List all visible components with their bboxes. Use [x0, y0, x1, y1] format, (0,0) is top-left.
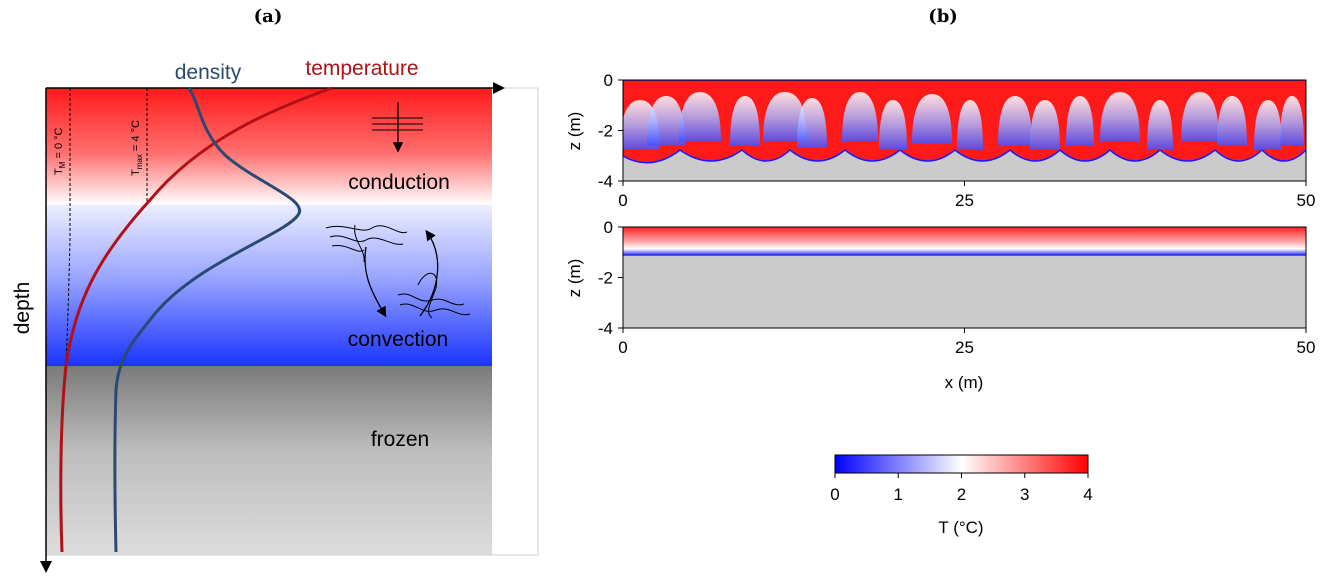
convection-label: convection	[348, 328, 448, 351]
bottom-xtick-label: 50	[1297, 338, 1316, 357]
temperature-label: temperature	[305, 57, 418, 80]
top-ylabel: z (m)	[565, 112, 584, 151]
colorbar: 0 1 2 3 4 T (°C)	[830, 454, 1093, 537]
top-xtick-label: 25	[955, 191, 974, 210]
bottom-xlabel: x (m)	[945, 373, 984, 392]
tm-label: TM = 0 °C	[53, 127, 67, 175]
bottom-ytick-label: -4	[598, 319, 613, 338]
convection-zone	[46, 205, 492, 366]
panel-a-label: (a)	[254, 6, 283, 27]
colorbar-tick-label: 3	[1020, 485, 1029, 504]
colorbar-tick-label: 4	[1083, 485, 1092, 504]
bottom-xtick-label: 25	[955, 338, 974, 357]
top-ytick-label: -2	[598, 122, 613, 141]
conduction-label: conduction	[348, 171, 450, 194]
colorbar-tick-label: 1	[894, 485, 903, 504]
simulation-bottom-axes: 0 -2 -4 0 25 50	[598, 218, 1316, 357]
top-xtick-label: 50	[1297, 191, 1316, 210]
top-ytick-label: -4	[598, 172, 613, 191]
simulation-bottom	[622, 226, 1307, 329]
convection-swirl-icon	[325, 224, 471, 319]
bottom-ytick-label: -2	[598, 269, 613, 288]
density-curve	[113, 87, 302, 553]
warm-band	[623, 227, 1306, 255]
bottom-ylabel: z (m)	[565, 259, 584, 298]
depth-label: depth	[11, 282, 34, 335]
colorbar-tick-label: 0	[830, 485, 839, 504]
colorbar-label: T (°C)	[938, 518, 983, 537]
simulation-top	[622, 79, 1307, 182]
conduction-arrow-icon	[372, 102, 423, 153]
frozen-zone	[46, 366, 492, 555]
tmax-label: Tmax = 4 °C	[130, 120, 144, 176]
frozen-label: frozen	[371, 428, 429, 451]
density-label: density	[175, 61, 242, 84]
colorbar-tick-label: 2	[957, 485, 966, 504]
top-xtick-label: 0	[618, 191, 627, 210]
panel-b-label: (b)	[928, 6, 958, 27]
temperature-curve	[59, 86, 333, 553]
panel-a-diagram: density temperature conduction convectio…	[11, 57, 539, 573]
simulation-top-axes: 0 -2 -4 0 25 50	[598, 71, 1316, 210]
bottom-ytick-label: 0	[604, 218, 613, 237]
bottom-xtick-label: 0	[618, 338, 627, 357]
top-ytick-label: 0	[604, 71, 613, 90]
